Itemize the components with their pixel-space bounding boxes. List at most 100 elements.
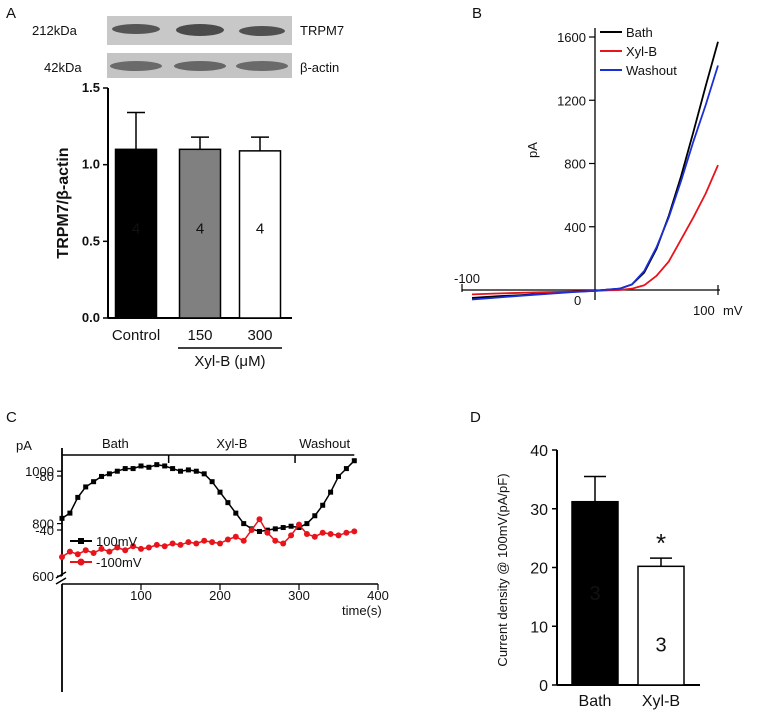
point-minus100mv — [161, 543, 168, 550]
point-minus100mv — [138, 545, 144, 552]
legend-label: -100mV — [96, 555, 142, 570]
x-tick-label: Xyl-B — [642, 693, 680, 710]
x-axis-label: mV — [723, 303, 743, 318]
point-minus100mv — [232, 533, 239, 540]
point-minus100mv — [217, 540, 223, 547]
x-tick-label: 0 — [574, 293, 581, 308]
point-minus100mv — [224, 536, 231, 543]
point-minus100mv — [66, 548, 73, 555]
y-axis-label: TRPM7/β-actin — [55, 147, 72, 258]
x-tick-label: 100 — [693, 303, 715, 318]
point-100mv — [241, 521, 247, 527]
point-100mv — [59, 515, 65, 521]
point-minus100mv — [169, 540, 176, 547]
trace-100mv — [61, 460, 355, 533]
x-axis-label: Xyl-B (μM) — [194, 353, 265, 370]
point-minus100mv — [122, 547, 129, 554]
point-100mv — [193, 468, 199, 474]
legend-marker — [78, 538, 84, 544]
point-minus100mv — [240, 537, 247, 544]
y-tick-label: 800 — [564, 157, 586, 172]
axis-break — [55, 571, 67, 585]
point-minus100mv — [319, 529, 326, 536]
legend-label: Washout — [626, 63, 677, 78]
panel-a-label: A — [6, 5, 16, 22]
blot-band — [112, 24, 160, 34]
y-tick-label: 400 — [564, 220, 586, 235]
western-blot: 212kDa 42kDa TRPM7 β-actin — [32, 16, 344, 78]
point-minus100mv — [280, 540, 287, 547]
y-tick-label: 0 — [539, 678, 548, 695]
point-100mv — [106, 471, 112, 477]
point-minus100mv — [256, 516, 263, 523]
point-100mv — [225, 500, 231, 506]
x-tick-label: 200 — [209, 588, 231, 603]
point-minus100mv — [335, 532, 342, 539]
blot-band — [236, 61, 288, 71]
x-tick-label: Control — [112, 327, 160, 344]
blot-band — [176, 24, 224, 36]
legend-label: Xyl-B — [626, 44, 657, 59]
y-axis-label: pA — [525, 142, 540, 158]
point-100mv — [328, 489, 334, 495]
point-100mv — [99, 473, 104, 479]
y-tick-label: 20 — [530, 561, 548, 578]
x-tick-label: 100 — [130, 588, 152, 603]
point-minus100mv — [264, 529, 271, 536]
point-minus100mv — [74, 551, 81, 558]
point-100mv — [162, 463, 168, 469]
blot-band — [174, 61, 226, 71]
legend-label: 100mV — [96, 534, 138, 549]
y-axis-label: pA — [16, 438, 32, 453]
x-tick-label: 400 — [367, 588, 389, 603]
point-100mv — [75, 494, 81, 500]
bar-n-label: 4 — [256, 221, 264, 238]
point-100mv — [130, 466, 136, 472]
point-minus100mv — [177, 541, 184, 548]
point-100mv — [272, 526, 278, 532]
bar — [178, 148, 222, 319]
point-100mv — [138, 463, 144, 469]
period-label: Bath — [102, 436, 129, 451]
y-tick-label: 0.0 — [82, 310, 100, 325]
point-minus100mv — [209, 539, 216, 546]
significance-marker: * — [656, 528, 666, 558]
point-100mv — [257, 528, 262, 534]
point-100mv — [154, 462, 160, 468]
blot-band — [110, 61, 162, 71]
point-minus100mv — [288, 532, 295, 539]
point-100mv — [288, 523, 294, 529]
point-minus100mv — [185, 539, 192, 546]
iv-line-washout — [471, 65, 719, 301]
bar — [238, 150, 282, 319]
iv-line-xylb — [471, 164, 719, 296]
bar-n-label: 3 — [589, 583, 600, 605]
bar-n-label: 4 — [132, 221, 140, 238]
bar — [571, 500, 619, 686]
point-minus100mv — [201, 537, 208, 544]
point-100mv — [280, 525, 286, 531]
legend-label: Bath — [626, 25, 653, 40]
point-minus100mv — [90, 549, 97, 556]
y-tick-label: 30 — [530, 502, 548, 519]
point-100mv — [343, 466, 349, 472]
point-100mv — [146, 464, 152, 470]
y-axis-label: Current density @ 100mV(pA/pF) — [495, 473, 510, 666]
point-100mv — [304, 521, 310, 527]
x-tick-label: 300 — [247, 327, 272, 344]
x-tick-label: 300 — [288, 588, 310, 603]
y-tick-label: 600 — [32, 569, 54, 584]
y-tick-label: 1600 — [557, 30, 586, 45]
blot-size-actin: 42kDa — [44, 60, 82, 75]
point-minus100mv — [303, 531, 310, 538]
point-minus100mv — [296, 521, 302, 528]
point-100mv — [122, 466, 128, 472]
point-minus100mv — [153, 541, 160, 548]
point-100mv — [351, 458, 357, 464]
point-minus100mv — [193, 540, 200, 547]
point-100mv — [178, 468, 183, 474]
period-label: Washout — [299, 436, 350, 451]
x-tick-label: 150 — [187, 327, 212, 344]
panel-b-label: B — [472, 5, 482, 22]
